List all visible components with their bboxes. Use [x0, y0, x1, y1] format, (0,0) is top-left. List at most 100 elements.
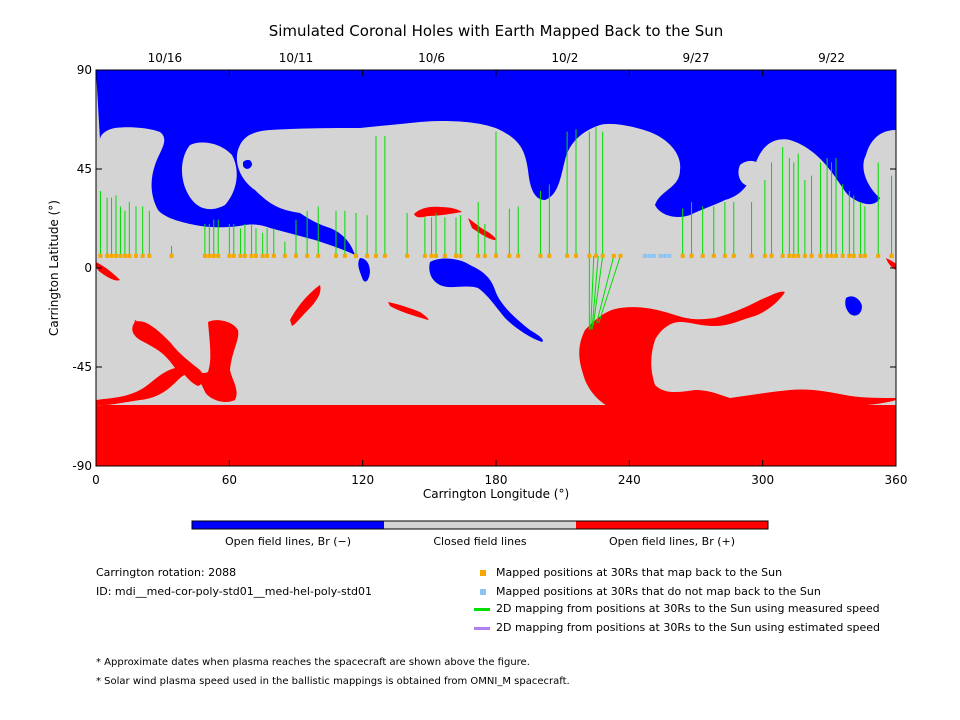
mapped-point — [780, 253, 785, 258]
mapped-point — [434, 253, 438, 258]
coronal-hole-pos-equator-west — [96, 262, 120, 281]
measured-mapping-line-south — [592, 255, 604, 326]
mapped-point — [516, 253, 521, 258]
mapped-point — [374, 253, 378, 258]
top-date-label: 10/2 — [551, 51, 578, 65]
mapped-point — [847, 253, 852, 258]
south-polar-coronal-hole — [96, 291, 896, 466]
legend-estimated-label: 2D mapping from positions at 30Rs to the… — [496, 621, 881, 634]
mapped-point — [791, 253, 796, 258]
mapped-point — [858, 253, 863, 258]
mapped-point — [825, 253, 830, 258]
mapped-point — [749, 253, 754, 258]
footnote-speed: * Solar wind plasma speed used in the ba… — [96, 676, 570, 687]
x-tick-label: 300 — [751, 473, 774, 487]
mapped-point — [211, 253, 216, 258]
unmapped-point — [667, 253, 672, 258]
mapped-point — [611, 253, 616, 258]
colorbar-label: Open field lines, Br (+) — [609, 535, 735, 548]
mapped-point — [282, 253, 287, 258]
top-date-label: 10/6 — [418, 51, 445, 65]
mapped-point — [574, 253, 578, 258]
mapped-point — [587, 253, 592, 258]
coronal-hole-pos-equator-east — [886, 258, 896, 270]
mapped-point — [114, 253, 118, 258]
plot-area — [95, 69, 897, 467]
mapping-lines-layer — [99, 127, 893, 330]
mapped-point — [482, 253, 487, 258]
y-tick-label: 90 — [77, 63, 92, 77]
mapped-point — [342, 253, 347, 258]
y-tick-label: 0 — [84, 261, 92, 275]
coronal-hole-pos-southwest — [132, 321, 204, 386]
unmapped-point — [647, 253, 652, 258]
unmapped-point — [642, 253, 647, 258]
mapped-point — [118, 253, 123, 258]
model-id: ID: mdi__med-cor-poly-std01__med-hel-pol… — [96, 585, 373, 598]
mapped-point — [354, 253, 358, 258]
mapped-point — [862, 253, 867, 258]
legend-mapped-label: Mapped positions at 30Rs that map back t… — [496, 566, 783, 579]
mapped-point — [809, 253, 814, 258]
legend-unmapped-marker — [480, 589, 486, 595]
mapped-point — [105, 253, 110, 258]
footnote-dates: * Approximate dates when plasma reaches … — [96, 657, 530, 668]
mapped-point — [265, 253, 270, 258]
mapped-point — [722, 253, 727, 258]
mapped-point — [594, 253, 598, 258]
y-tick-label: -90 — [72, 459, 92, 473]
top-date-label: 9/22 — [818, 51, 845, 65]
colorbar-frame — [191, 520, 769, 530]
mapped-point — [382, 253, 387, 258]
measured-mapping-line-south — [590, 255, 595, 330]
mapped-point — [140, 253, 145, 258]
coronal-hole-neg-south-east — [845, 296, 862, 316]
top-date-labels: 10/16 10/11 10/6 10/2 9/27 9/22 — [148, 51, 845, 65]
mapped-point — [796, 253, 801, 258]
mapped-point — [787, 253, 792, 258]
legend-measured-line — [474, 608, 490, 611]
mapped-point — [147, 253, 152, 258]
mapped-point — [547, 253, 552, 258]
mapped-point — [202, 253, 207, 258]
mapped-point — [731, 253, 736, 258]
colorbar-segment — [192, 521, 384, 529]
coronal-hole-neg-small-2 — [358, 258, 370, 282]
mapped-point — [565, 253, 570, 258]
mapped-point — [260, 253, 265, 258]
mapped-points-layer — [98, 253, 894, 258]
closed-island-north-center — [181, 142, 237, 210]
x-tick-label: 120 — [351, 473, 374, 487]
mapped-point — [294, 253, 298, 258]
coronal-hole-pos-north-2 — [468, 218, 496, 240]
legend-estimated: 2D mapping from positions at 30Rs to the… — [474, 621, 881, 634]
x-axis-label: Carrington Longitude (°) — [423, 487, 569, 501]
mapped-point — [442, 253, 447, 258]
north-polar-coronal-hole — [96, 70, 896, 255]
mapped-point — [454, 253, 458, 258]
mapped-point — [700, 253, 705, 258]
mapped-point — [476, 253, 481, 258]
mapped-point — [834, 253, 838, 258]
legend-unmapped-label: Mapped positions at 30Rs that do not map… — [496, 585, 821, 598]
mapped-point — [207, 253, 212, 258]
colorbar-label: Open field lines, Br (−) — [225, 535, 351, 548]
closed-island-north-east — [738, 160, 764, 187]
mapped-point — [405, 253, 410, 258]
mapped-point — [494, 253, 498, 258]
mapped-point — [680, 253, 685, 258]
mapped-point — [689, 253, 694, 258]
carrington-rotation: Carrington rotation: 2088 — [96, 566, 237, 579]
mapped-point — [876, 253, 881, 258]
mapped-point — [711, 253, 716, 258]
mapped-point — [122, 253, 127, 258]
chart-title: Simulated Coronal Holes with Earth Mappe… — [269, 22, 724, 40]
mapped-point — [238, 253, 243, 258]
legend-estimated-line — [474, 627, 490, 630]
mapped-point — [889, 253, 894, 258]
unmapped-point — [651, 253, 656, 258]
y-tick-label: 45 — [77, 162, 92, 176]
top-date-label: 9/27 — [683, 51, 710, 65]
legend-unmapped: Mapped positions at 30Rs that do not map… — [480, 585, 821, 598]
